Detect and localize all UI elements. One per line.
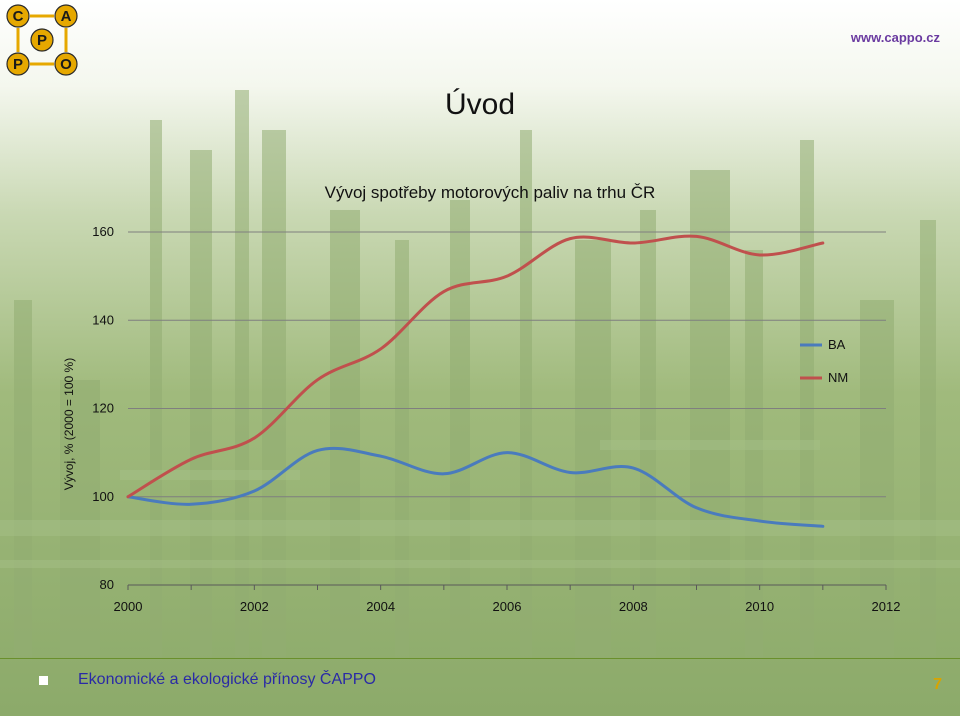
logo-letter: P [37,32,47,49]
slide-heading: Úvod [444,88,516,121]
footer-divider [0,658,960,659]
logo-letter: C [13,8,24,25]
footer-text: Ekonomické a ekologické přínosy ČAPPO [78,671,376,688]
logo-letter: A [61,8,72,25]
logo-letter: O [60,56,72,73]
x-tick-label: 2010 [745,599,774,614]
series-line-nm [126,234,825,499]
legend-label-ba: BA [828,337,846,352]
logo-letter: P [13,56,23,73]
series-line-ba [126,446,825,528]
legend-label-nm: NM [828,370,848,385]
x-tick-label: 2012 [872,599,901,614]
y-axis-label: Vývoj, % (2000 = 100 %) [62,358,76,490]
x-tick-label: 2000 [114,599,143,614]
website-link[interactable]: www.cappo.cz [850,30,940,45]
y-tick-label: 120 [92,401,114,416]
chart-legend: BA NM [800,337,848,385]
footer-bullet-icon [39,676,48,685]
x-tick-label: 2004 [366,599,395,614]
y-tick-label: 100 [92,489,114,504]
cappo-logo-icon: C A P P O [6,4,78,76]
chart-grid [128,231,886,498]
chart-axes: 80 100 120 140 160 2000 2002 2004 2006 2008 2010 20… [92,224,900,614]
chart-series [126,234,825,528]
page-number: 7 [933,676,942,693]
x-tick-label: 2006 [493,599,522,614]
chart-title: Vývoj spotřeby motorových paliv na trhu … [324,183,656,202]
y-tick-label: 80 [100,577,114,592]
y-tick-label: 160 [92,224,114,239]
x-tick-label: 2008 [619,599,648,614]
y-tick-label: 140 [92,312,114,327]
x-tick-label: 2002 [240,599,269,614]
